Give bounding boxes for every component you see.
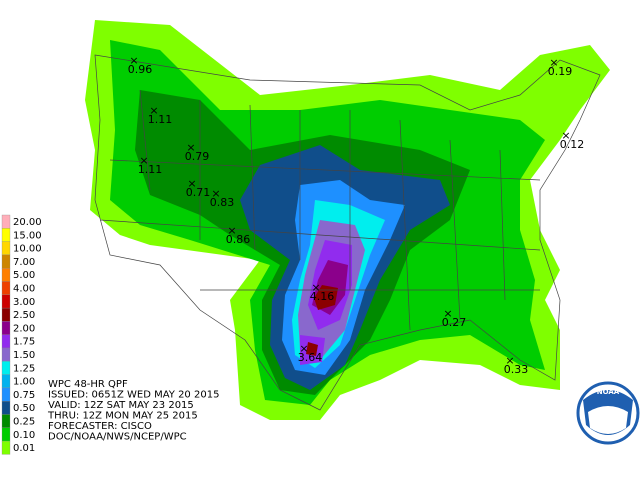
legend-label: 7.00 xyxy=(13,257,35,268)
max-marker: × xyxy=(311,281,320,294)
max-marker: × xyxy=(186,141,195,154)
max-value: 0.79 xyxy=(185,150,210,163)
header-line: THRU: 12Z MON MAY 25 2015 xyxy=(47,411,198,422)
max-value: 0.83 xyxy=(210,196,235,209)
legend-label: 0.10 xyxy=(13,430,35,441)
legend-label: 0.25 xyxy=(13,417,35,428)
legend-label: 10.00 xyxy=(13,244,42,255)
legend-swatch xyxy=(1,228,11,242)
header-line: ISSUED: 0651Z WED MAY 20 2015 xyxy=(48,390,219,401)
legend-label: 0.75 xyxy=(13,390,35,401)
legend-swatch xyxy=(1,401,11,415)
legend-swatch xyxy=(1,321,11,335)
max-value: 3.64 xyxy=(298,351,323,364)
header-line: DOC/NOAA/NWS/NCEP/WPC xyxy=(48,432,187,443)
legend-label: 1.25 xyxy=(13,363,35,374)
header-line: WPC 48-HR QPF xyxy=(48,379,128,390)
max-value: 1.11 xyxy=(148,113,173,126)
legend-label: 2.00 xyxy=(13,323,35,334)
max-marker: × xyxy=(139,154,148,167)
legend-label: 15.00 xyxy=(13,230,42,241)
header-line: VALID: 12Z SAT MAY 23 2015 xyxy=(48,400,194,411)
legend-label: 4.00 xyxy=(13,284,35,295)
legend-label: 0.50 xyxy=(13,403,35,414)
legend-label: 5.00 xyxy=(13,270,35,281)
header-line: FORECASTER: CISCO xyxy=(48,421,152,432)
legend-swatch xyxy=(1,374,11,389)
max-value: 0.12 xyxy=(560,138,585,151)
max-marker: × xyxy=(211,187,220,200)
legend-swatch xyxy=(1,387,11,402)
legend-swatch xyxy=(1,347,11,362)
max-value: 0.19 xyxy=(548,65,573,78)
legend-label: 1.50 xyxy=(13,350,35,361)
max-value: 0.27 xyxy=(442,316,467,329)
max-value: 1.11 xyxy=(138,163,163,176)
legend-swatch xyxy=(1,334,11,349)
max-marker: × xyxy=(129,54,138,67)
max-marker: × xyxy=(561,129,570,142)
max-marker: × xyxy=(227,224,236,237)
legend-swatch xyxy=(1,440,11,455)
max-value: 0.96 xyxy=(128,63,153,76)
legend-swatch xyxy=(1,361,11,375)
max-value: 0.33 xyxy=(504,363,529,376)
legend-label: 1.75 xyxy=(13,337,35,348)
legend-swatch xyxy=(1,294,11,309)
max-marker: × xyxy=(505,354,514,367)
max-marker: × xyxy=(149,104,158,117)
legend-label: 3.00 xyxy=(13,297,35,308)
legend-swatch xyxy=(1,281,11,295)
legend-swatch xyxy=(1,427,11,442)
maxima: ×0.96×1.11×0.79×1.11×0.71 ×0.83×0.86×4.16… xyxy=(128,54,585,376)
legend-label: 1.00 xyxy=(13,377,35,388)
max-value: 0.71 xyxy=(186,186,211,199)
legend-swatch xyxy=(1,241,11,256)
max-value: 4.16 xyxy=(310,290,335,303)
precip-areas xyxy=(85,20,610,420)
noaa-logo: NOAA xyxy=(576,381,640,445)
boundaries xyxy=(94,54,601,411)
legend-swatch xyxy=(1,254,11,269)
legend-swatch xyxy=(1,214,11,229)
svg-text:NOAA: NOAA xyxy=(597,388,620,396)
legend-swatch xyxy=(1,307,11,322)
max-marker: × xyxy=(549,56,558,69)
legend-swatch xyxy=(1,414,11,428)
legend-label: 2.50 xyxy=(13,310,35,321)
legend-label: 0.01 xyxy=(13,443,35,454)
max-marker: × xyxy=(443,307,452,320)
legend: 20.00 15.00 10.00 7.00 5.00 4.00 3.00 2.50 2.00 1… xyxy=(1,214,42,455)
max-marker: × xyxy=(299,342,308,355)
legend-label: 20.00 xyxy=(13,217,42,228)
max-value: 0.86 xyxy=(226,233,251,246)
legend-swatch xyxy=(1,268,11,282)
max-marker: × xyxy=(187,177,196,190)
